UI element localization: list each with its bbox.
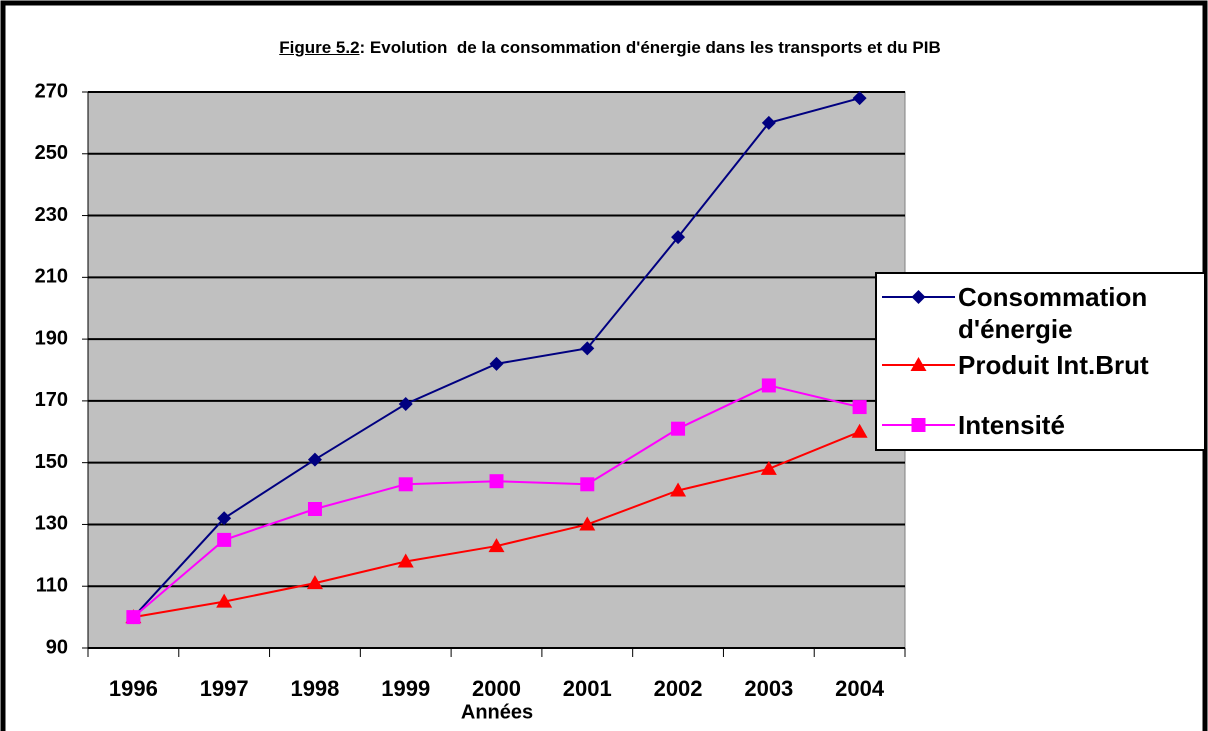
marker <box>488 538 505 553</box>
x-tick-label: 2004 <box>835 676 885 701</box>
marker <box>580 341 595 356</box>
x-tick-label: 1996 <box>109 676 158 701</box>
marker <box>911 290 926 304</box>
legend-label: Produit Int.Brut <box>958 350 1149 380</box>
legend-label: Intensité <box>958 410 1065 440</box>
chart-title: Figure 5.2: Evolution de la consommation… <box>130 36 1090 60</box>
marker <box>217 511 232 526</box>
marker <box>307 502 322 516</box>
marker <box>580 477 595 492</box>
y-tick-label: 190 <box>35 327 68 349</box>
marker <box>852 91 867 106</box>
marker <box>398 477 413 492</box>
y-tick-label: 210 <box>35 266 68 288</box>
marker <box>852 400 867 415</box>
marker <box>489 356 504 371</box>
marker <box>911 418 926 432</box>
marker <box>306 575 323 590</box>
y-tick-label: 130 <box>35 513 68 535</box>
y-tick-label: 170 <box>35 389 68 411</box>
y-tick-label: 270 <box>35 80 68 102</box>
x-tick-label: 2002 <box>654 676 703 701</box>
x-tick-label: 1997 <box>200 676 249 701</box>
marker <box>761 115 776 130</box>
legend-label: Consommation d'énergie <box>958 282 1148 344</box>
y-tick-label: 250 <box>35 142 68 164</box>
x-axis-label: Années <box>461 701 533 723</box>
marker <box>671 421 686 436</box>
marker <box>760 460 777 475</box>
marker <box>579 516 596 531</box>
y-tick-label: 90 <box>46 636 68 658</box>
marker <box>307 452 322 467</box>
marker <box>670 482 687 497</box>
marker <box>397 553 414 568</box>
x-tick-label: 2000 <box>472 676 521 701</box>
x-tick-label: 1999 <box>381 676 430 701</box>
legend-box <box>875 272 1206 451</box>
title-text: : Evolution de la consommation d'énergie… <box>359 38 941 57</box>
marker <box>217 532 232 547</box>
y-tick-label: 230 <box>35 204 68 226</box>
marker <box>671 230 686 245</box>
y-tick-label: 150 <box>35 451 68 473</box>
x-tick-label: 2001 <box>563 676 612 701</box>
marker <box>216 593 233 608</box>
x-tick-label: 2003 <box>744 676 793 701</box>
marker <box>126 610 141 625</box>
marker <box>398 396 413 411</box>
marker <box>761 378 776 393</box>
marker <box>851 423 868 438</box>
figure-label: Figure 5.2 <box>279 38 360 57</box>
marker <box>910 357 927 371</box>
y-tick-label: 110 <box>36 575 68 597</box>
x-tick-label: 1998 <box>290 676 339 701</box>
marker <box>489 474 504 489</box>
